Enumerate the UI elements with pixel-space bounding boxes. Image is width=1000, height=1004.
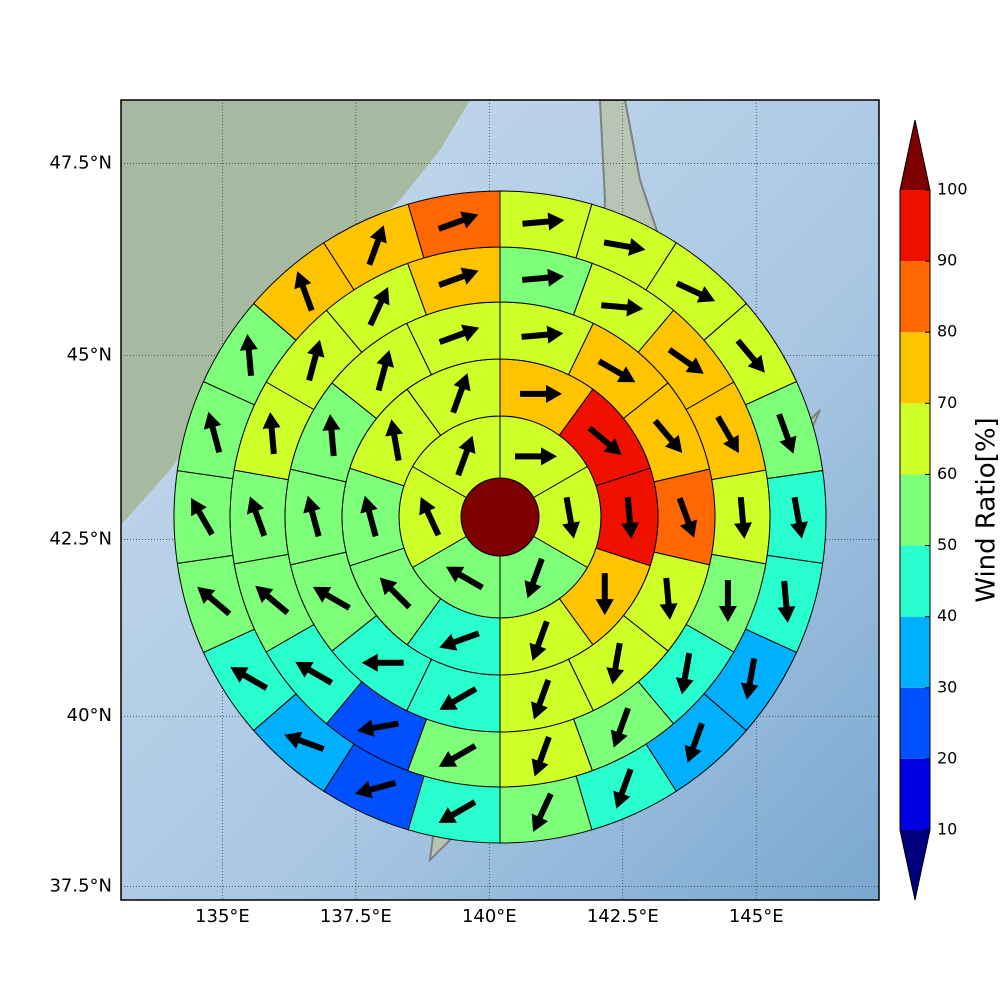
colorbar-tick-label: 10 (937, 820, 957, 839)
colorbar: 10 20 30 40 50 60 70 80 90 100 (900, 120, 968, 900)
colorbar-bin (900, 759, 930, 830)
y-tick-label: 42.5°N (49, 529, 112, 550)
colorbar-bin (900, 688, 930, 759)
colorbar-bin (900, 190, 930, 261)
colorbar-extend-high (900, 120, 930, 190)
x-tick-label: 135°E (195, 906, 250, 927)
x-tick-label: 145°E (729, 906, 784, 927)
colorbar-tick-label: 40 (937, 606, 957, 625)
colorbar-tick-label: 70 (937, 393, 957, 412)
colorbar-bin (900, 332, 930, 403)
colorbar-bin (900, 474, 930, 545)
colorbar-tick-label: 20 (937, 748, 957, 767)
colorbar-tick-label: 80 (937, 322, 957, 341)
colorbar-label: Wind Ratio[%] (972, 417, 1000, 602)
x-tick-label: 137.5°E (320, 906, 392, 927)
colorbar-extend-low (900, 830, 930, 900)
colorbar-tick-label: 100 (937, 180, 968, 199)
x-tick-label: 140°E (462, 906, 517, 927)
colorbar-tick-label: 90 (937, 251, 957, 270)
x-tick-label: 142.5°E (587, 906, 659, 927)
colorbar-tick-label: 50 (937, 535, 957, 554)
colorbar-bin (900, 546, 930, 617)
y-tick-label: 47.5°N (49, 152, 112, 173)
colorbar-tick-label: 30 (937, 677, 957, 696)
colorbar-bin (900, 403, 930, 474)
y-tick-label: 37.5°N (49, 876, 112, 897)
colorbar-bin (900, 617, 930, 688)
colorbar-tick-label: 60 (937, 464, 957, 483)
colorbar-bin (900, 261, 930, 332)
y-tick-label: 45°N (67, 345, 112, 366)
polar-cells (174, 191, 826, 843)
y-tick-label: 40°N (67, 705, 112, 726)
